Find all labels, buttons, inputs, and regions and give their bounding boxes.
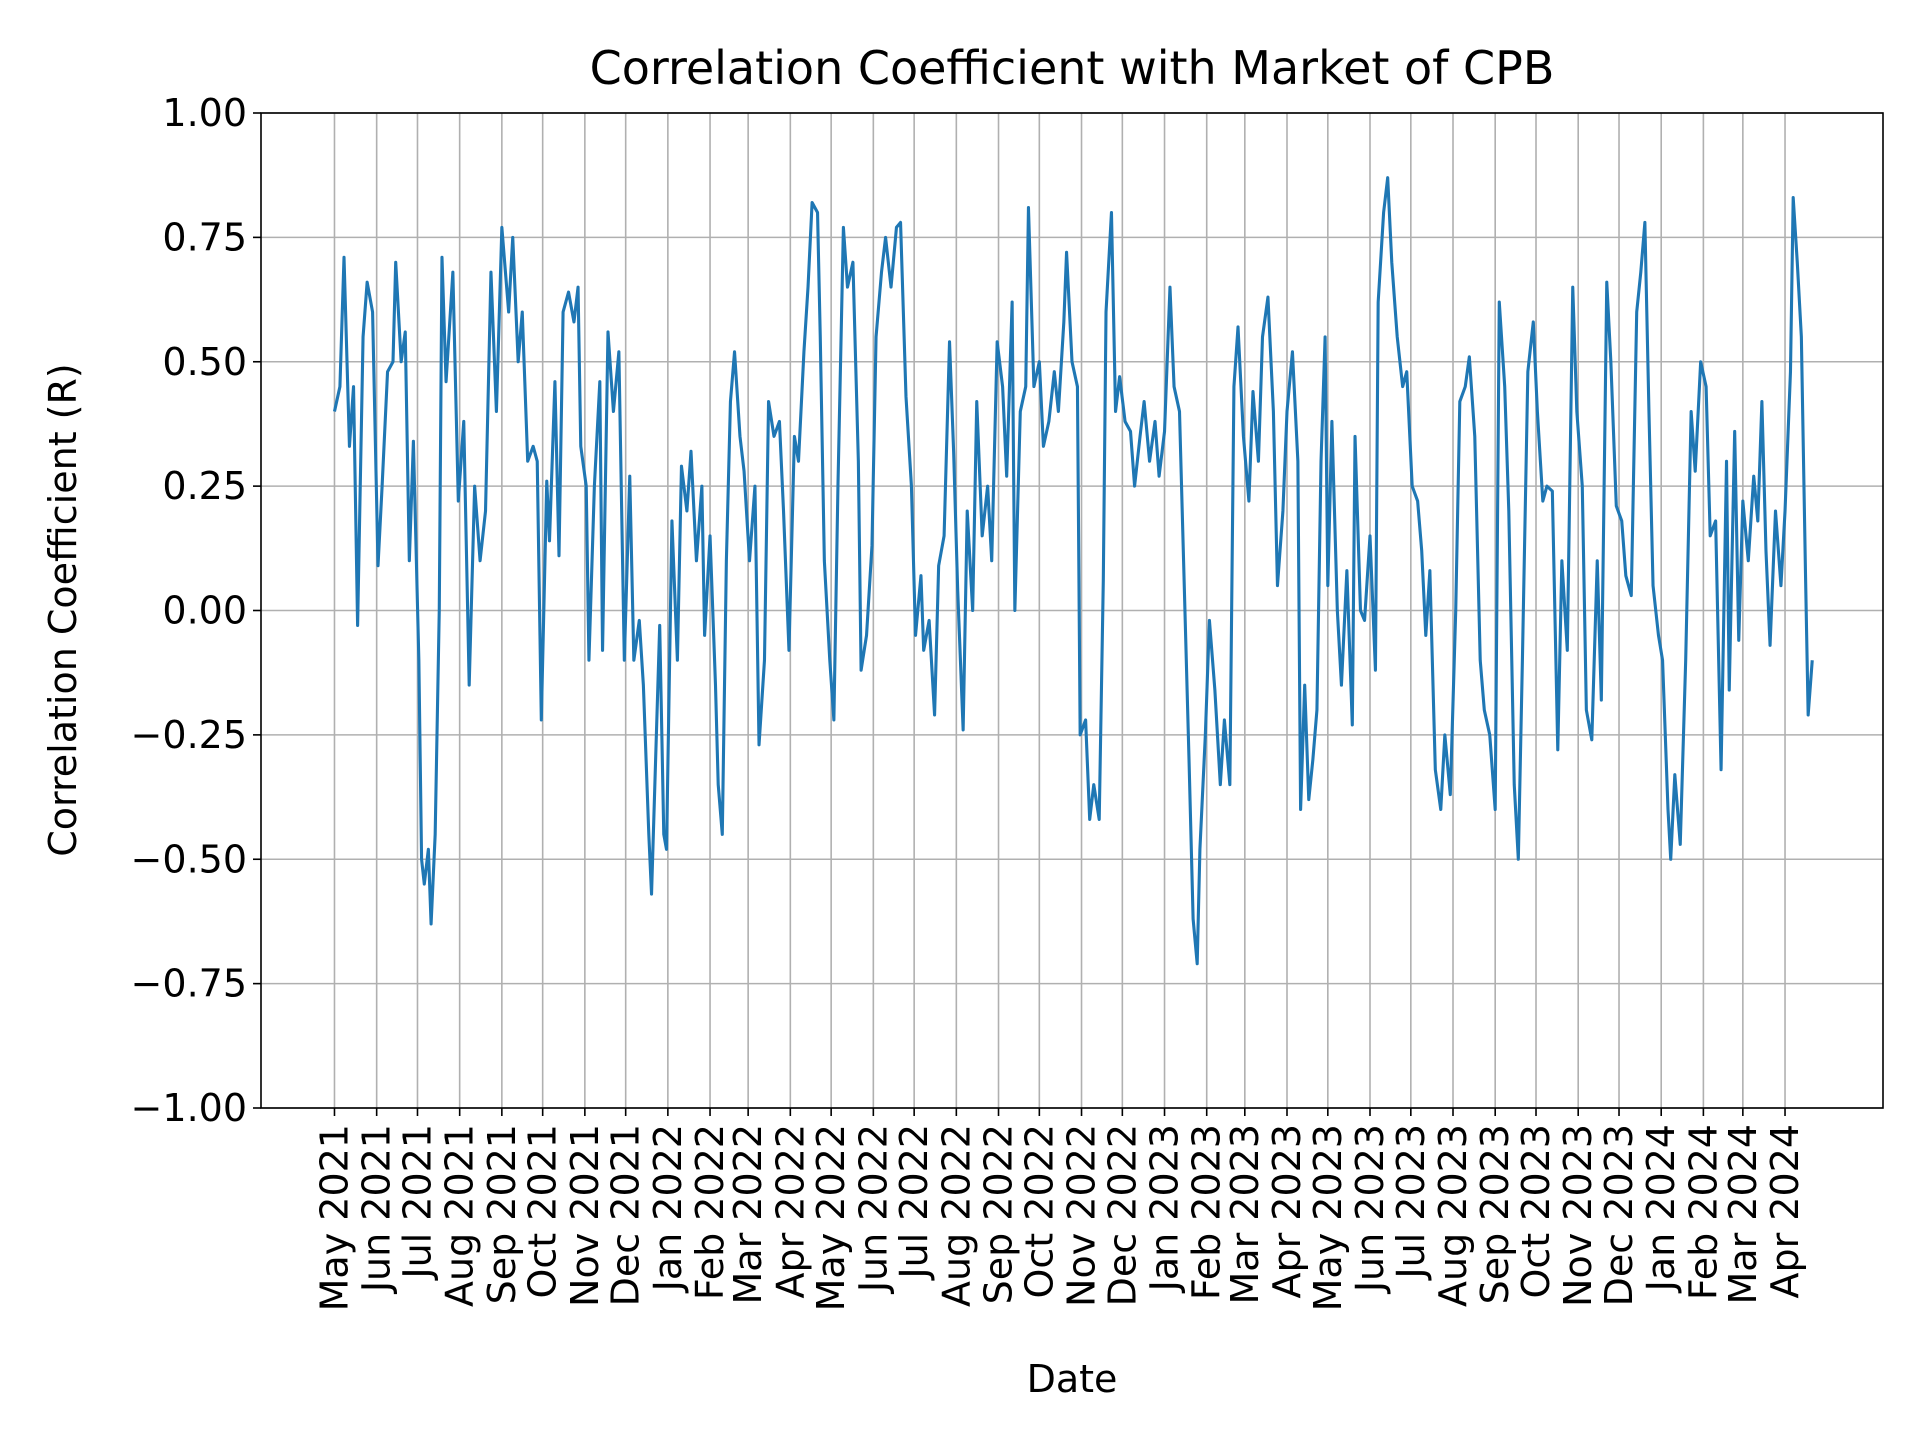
x-tick-label: Dec 2021 [604,1124,648,1306]
x-tick-label: Oct 2023 [1514,1124,1558,1299]
x-tick-label: Sep 2022 [977,1124,1021,1304]
x-tick-label: Jun 2021 [355,1124,399,1294]
x-tick-label: Mar 2022 [726,1124,770,1304]
x-tick-label: May 2023 [1306,1124,1350,1311]
y-tick-label: −0.25 [131,713,247,757]
x-tick-label: Jun 2022 [851,1124,895,1294]
x-tick-label: Mar 2024 [1721,1124,1765,1304]
x-tick-label: Nov 2022 [1060,1124,1104,1307]
x-tick-label: Feb 2022 [688,1124,732,1300]
x-tick-label: Feb 2024 [1681,1124,1725,1300]
data-line [332,176,1814,966]
x-tick-label: May 2022 [809,1124,853,1311]
x-tick-label: Jan 2022 [646,1124,690,1293]
x-tick-label: Feb 2023 [1185,1124,1229,1300]
y-tick-label: −0.75 [131,962,247,1006]
x-tick-label: Nov 2023 [1556,1124,1600,1307]
x-tick-label: Sep 2021 [480,1124,524,1304]
x-tick-label: Aug 2021 [438,1124,482,1307]
x-tick-label: Oct 2021 [521,1124,565,1299]
x-axis-label: Date [1027,1357,1118,1401]
y-tick-label: 0.00 [162,589,247,633]
y-tick-label: 0.25 [162,464,247,508]
x-tick-label: Jun 2023 [1348,1124,1392,1294]
x-tick-label: Oct 2022 [1017,1124,1061,1299]
x-tick-label: May 2021 [312,1124,356,1311]
x-tick-label: Sep 2023 [1473,1124,1517,1304]
x-tick-label: Dec 2023 [1597,1124,1641,1306]
y-tick-label: −1.00 [131,1086,247,1130]
y-tick-label: 1.00 [162,91,247,135]
x-tick-label: Aug 2023 [1431,1124,1475,1307]
y-tick-label: −0.50 [131,837,247,881]
x-tick-label: Apr 2022 [768,1124,812,1299]
x-tick-label: Aug 2022 [934,1124,978,1307]
x-tick-label: Jan 2023 [1143,1124,1187,1293]
x-tick-label: Apr 2024 [1763,1124,1807,1299]
y-tick-label: 0.75 [162,215,247,259]
x-tick-label: Jul 2023 [1389,1124,1433,1281]
x-tick-label: Jan 2024 [1639,1124,1683,1293]
x-tick-label: Jul 2022 [892,1124,936,1281]
y-tick-label: 0.50 [162,340,247,384]
x-tick-label: Apr 2023 [1265,1124,1309,1299]
x-tick-label: Nov 2021 [563,1124,607,1307]
x-tick-label: Mar 2023 [1223,1124,1267,1304]
x-tick-label: Dec 2022 [1100,1124,1144,1306]
plot-frame [260,112,1884,1109]
y-axis-label: Correlation Coefficient (R) [41,363,85,856]
x-tick-label: Jul 2021 [395,1124,439,1281]
chart-title: Correlation Coefficient with Market of C… [590,41,1555,95]
